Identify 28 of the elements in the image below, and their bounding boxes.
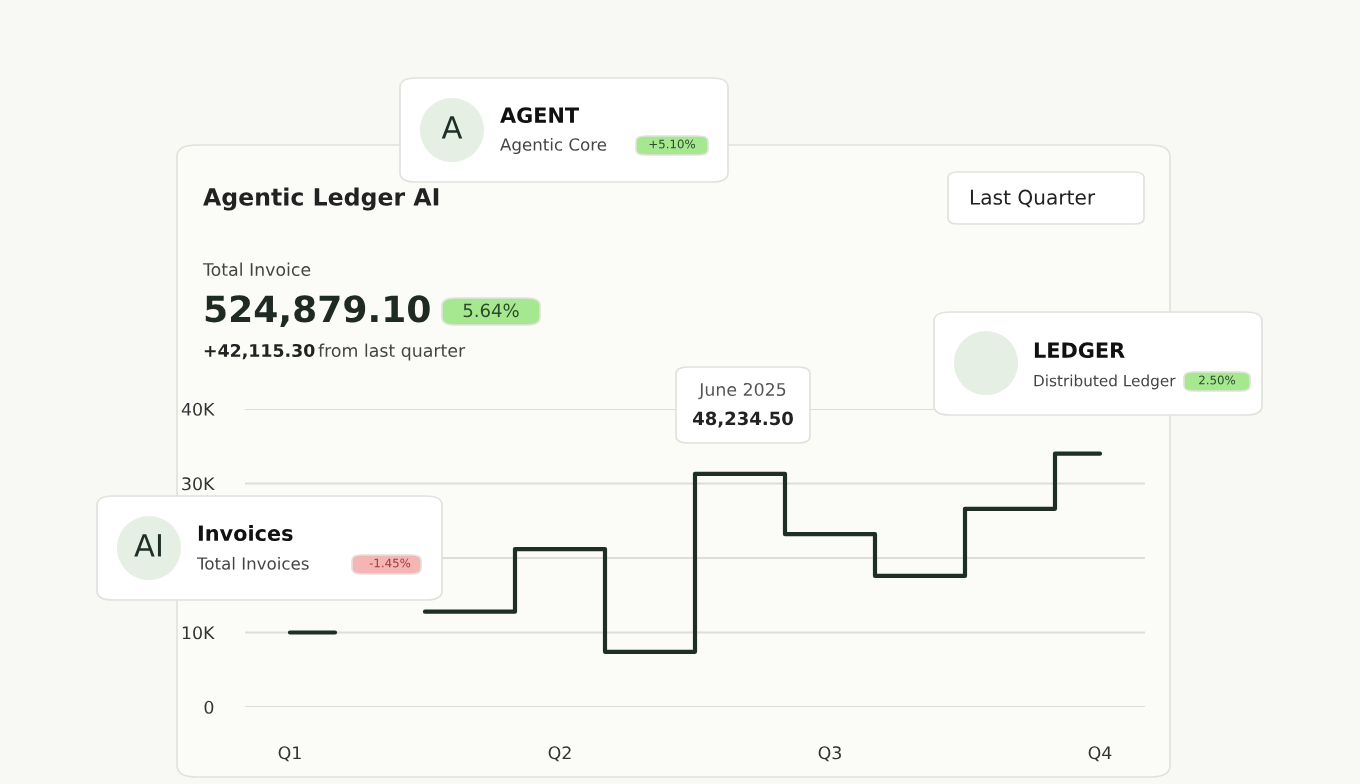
- annotation: Total Invoices: [196, 556, 309, 570]
- text: 524,879.10: [205, 295, 430, 328]
- text: AGENT: [500, 107, 579, 124]
- y-tick-label: 10K: [182, 626, 215, 640]
- y-tick-label: 0: [204, 700, 214, 714]
- text: 5.64%: [463, 303, 519, 318]
- text: AI: [134, 534, 161, 557]
- text: LEDGER: [1034, 342, 1125, 359]
- text: +42,115.30: [204, 343, 315, 360]
- text: Agentic Core: [500, 137, 607, 155]
- chart-title: Agentic Ledger AI: [203, 187, 439, 211]
- x-tick-label: Q1: [278, 746, 301, 762]
- text: June 2025: [698, 382, 786, 400]
- x-tick-label: Q4: [1088, 746, 1112, 762]
- text: from last quarter: [318, 343, 466, 361]
- x-tick-label: Q2: [548, 746, 571, 762]
- x-tick-label: Q3: [818, 746, 841, 762]
- text: Distributed Ledger: [1034, 374, 1176, 390]
- text: 2.50%: [1199, 375, 1236, 385]
- y-tick-label: 40K: [181, 402, 215, 416]
- text: A: [441, 116, 463, 139]
- y-tick-label: 30K: [182, 477, 215, 491]
- annotation: -1.45%: [369, 558, 411, 568]
- text: +5.10%: [649, 139, 696, 149]
- annotation: 48,234.50: [692, 411, 793, 428]
- text: Last Quarter: [970, 189, 1096, 208]
- annotation: Invoices: [198, 524, 293, 542]
- text: Total Invoice: [202, 262, 311, 277]
